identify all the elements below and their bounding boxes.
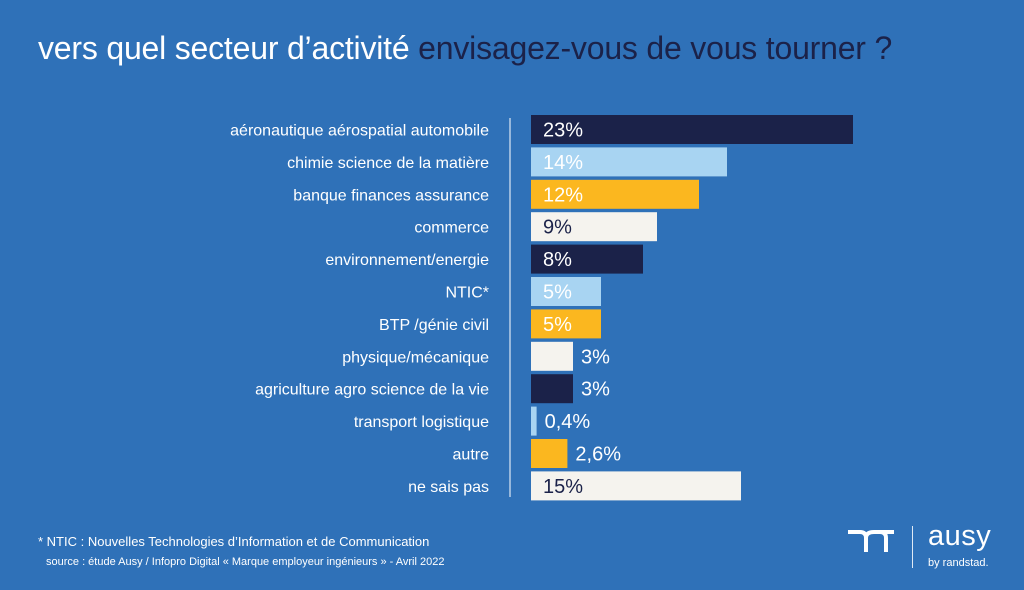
bar-chart: aéronautique aérospatial automobile 23% ch… [230, 115, 853, 501]
value-label: 23% [543, 120, 583, 142]
bar [531, 309, 601, 339]
bar [531, 439, 568, 468]
value-label: 15% [543, 476, 583, 498]
bar [531, 179, 699, 209]
randstad-mark-icon [848, 530, 894, 552]
logo-separator [912, 526, 913, 568]
value-label: 12% [543, 184, 583, 206]
logo-wordmark: ausy [928, 520, 992, 552]
value-label: 8% [543, 249, 572, 271]
value-label: 5% [543, 314, 572, 336]
category-label: transport logistique [354, 414, 489, 431]
value-label: 2,6% [575, 444, 621, 466]
category-label: BTP /génie civil [379, 317, 489, 334]
value-label: 14% [543, 152, 583, 174]
bar [531, 374, 573, 404]
category-label: chimie science de la matière [287, 155, 489, 172]
category-label: physique/mécanique [342, 349, 489, 366]
value-label: 9% [543, 217, 572, 239]
bar [531, 147, 727, 177]
category-label: ne sais pas [408, 479, 489, 496]
title-part-2: envisagez-vous de vous tourner ? [418, 30, 893, 66]
bar [531, 212, 657, 242]
value-label: 5% [543, 282, 572, 304]
bar [531, 406, 537, 436]
category-label: agriculture agro science de la vie [255, 382, 489, 399]
category-label: NTIC* [445, 285, 489, 302]
logo-subtitle: by randstad. [928, 557, 989, 569]
category-label: aéronautique aérospatial automobile [230, 123, 489, 140]
bar [531, 244, 643, 274]
category-label: commerce [414, 220, 489, 237]
bar [531, 341, 573, 371]
value-label: 3% [581, 379, 610, 401]
bar [531, 471, 741, 501]
chart-title: vers quel secteur d’activité envisagez-v… [38, 30, 892, 67]
footnote: * NTIC : Nouvelles Technologies d’Inform… [38, 534, 430, 549]
bar [531, 277, 601, 306]
category-label: environnement/energie [325, 252, 489, 269]
title-part-1: vers quel secteur d’activité [38, 30, 410, 66]
source-note: source : étude Ausy / Infopro Digital « … [46, 556, 445, 568]
value-label: 0,4% [545, 411, 591, 433]
bar [531, 115, 853, 144]
value-label: 3% [581, 346, 610, 368]
category-label: autre [453, 447, 490, 464]
ausy-logo: ausy by randstad. [846, 520, 1006, 576]
category-label: banque finances assurance [293, 187, 489, 204]
